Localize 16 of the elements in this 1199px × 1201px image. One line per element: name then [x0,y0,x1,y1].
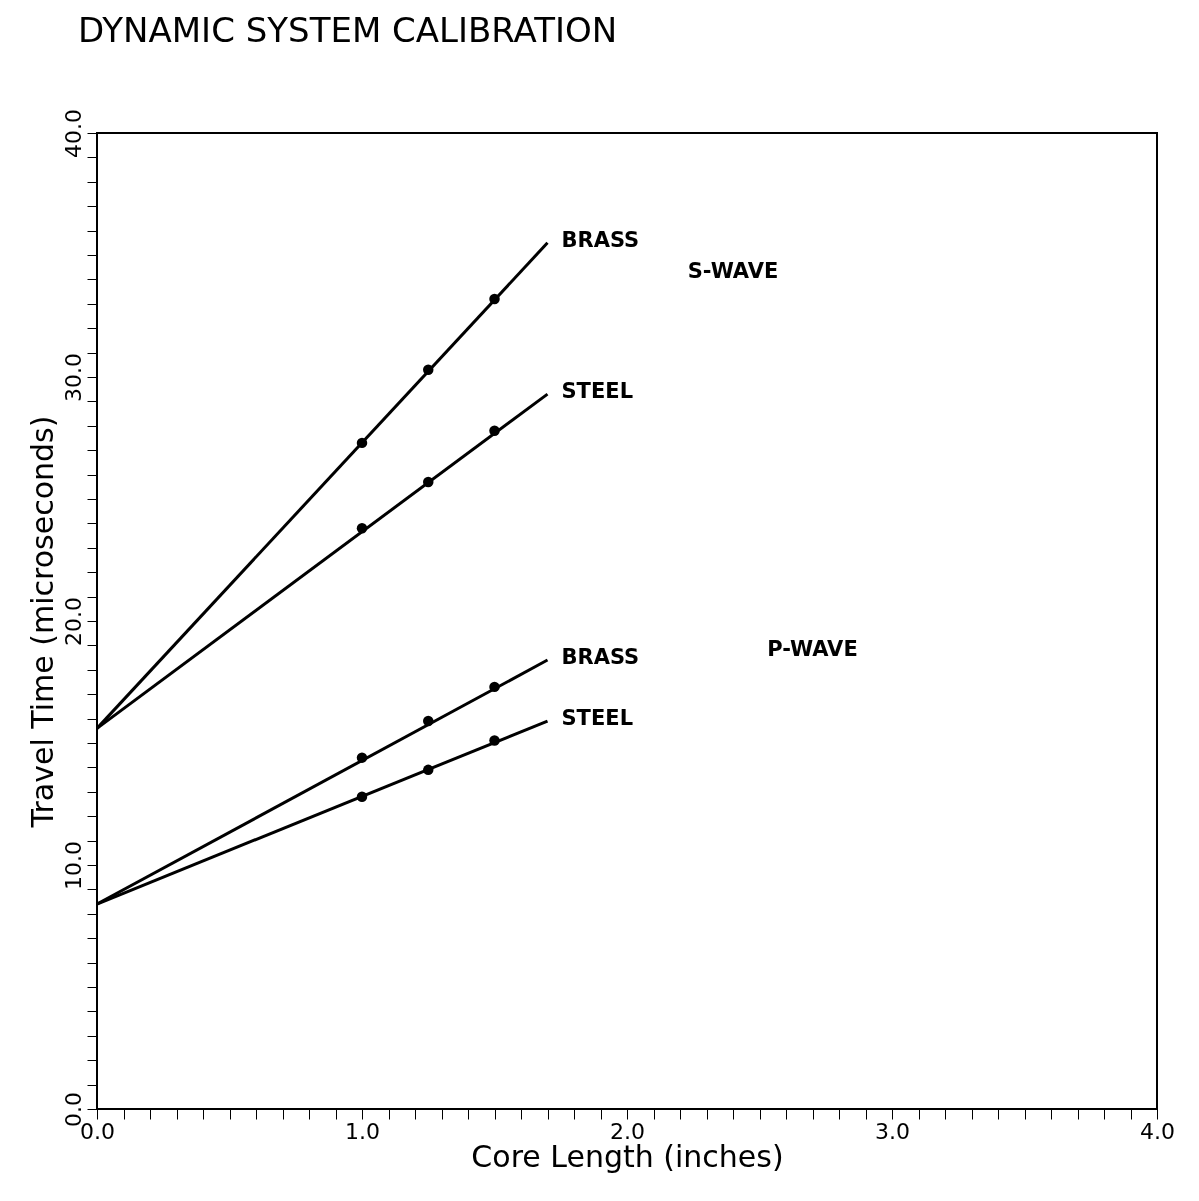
series-label: STEEL [561,706,634,731]
annotation: P-WAVE [767,637,858,662]
chart-title: DYNAMIC SYSTEM CALIBRATION [78,9,618,50]
series-label: BRASS [561,227,640,252]
series-label: STEEL [561,379,634,404]
y-tick-label: 10.0 [60,841,86,890]
y-axis-title: Travel Time (microseconds) [24,415,60,829]
y-tick-label: 40.0 [60,109,86,158]
series-label: BRASS [561,645,640,670]
x-tick-label: 1.0 [345,1118,380,1144]
y-tick-label: 20.0 [60,597,86,646]
y-tick-label: 30.0 [60,353,86,402]
annotation: S-WAVE [687,258,779,283]
x-tick-label: 3.0 [875,1118,910,1144]
x-tick-label: 0.0 [80,1118,115,1144]
x-tick-label: 4.0 [1140,1118,1175,1144]
